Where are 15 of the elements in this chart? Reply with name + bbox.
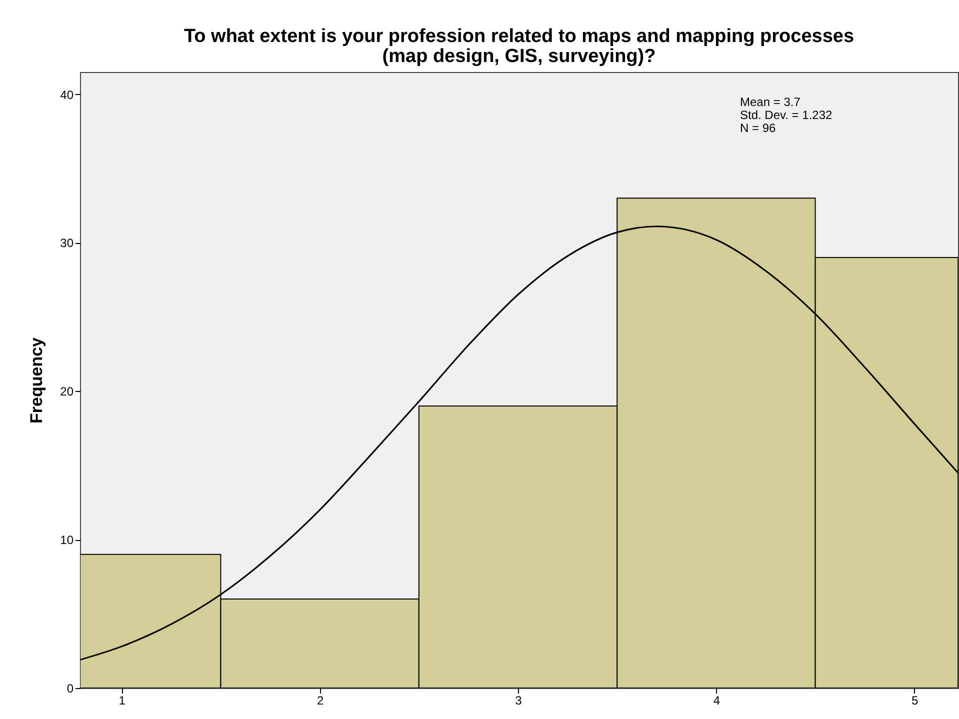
y-axis-title: Frequency: [27, 336, 46, 424]
chart-title: To what extent is your profession related to maps and mapping processes (map design, GIS, surveying)?: [184, 26, 854, 67]
y-tick-label: 10: [60, 533, 74, 548]
y-tick-label: 20: [60, 384, 74, 399]
annotation: Std. Dev. = 1.232: [740, 108, 832, 122]
annotation: N = 96: [740, 121, 776, 135]
x-tick-label: 5: [912, 694, 919, 708]
y-tick-label: 40: [60, 88, 74, 102]
x-tick-label: 4: [713, 694, 720, 708]
y-tick-label: 0: [66, 682, 74, 696]
y-tick-label: 30: [60, 236, 74, 250]
x-tick-label: 2: [316, 694, 324, 708]
x-tick-label: 1: [118, 694, 126, 708]
annotation: Mean = 3.7: [740, 95, 801, 109]
x-tick-label: 3: [515, 694, 522, 708]
